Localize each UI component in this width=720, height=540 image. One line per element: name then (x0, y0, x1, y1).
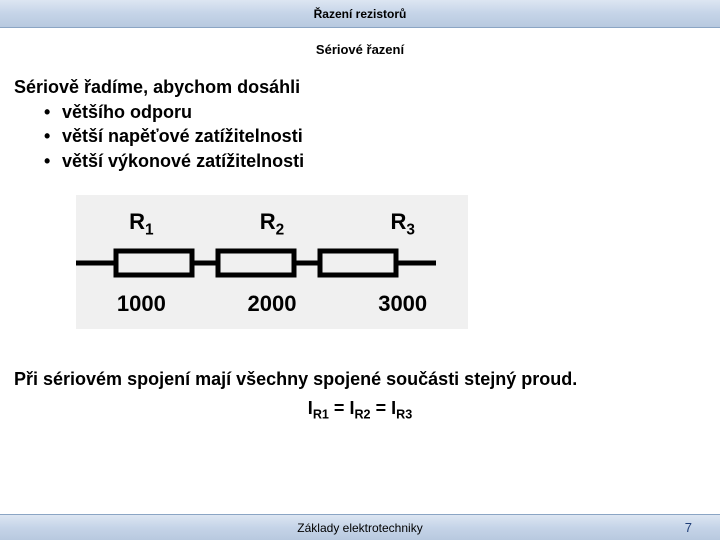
resistor-label: R1 (76, 209, 207, 239)
bullet-item: větší napěťové zatížitelnosti (62, 124, 706, 148)
resistor-label: R2 (207, 209, 338, 239)
resistor-value: 2000 (207, 291, 338, 317)
intro-line: Sériově řadíme, abychom dosáhli (14, 75, 706, 100)
subtitle: Sériové řazení (0, 42, 720, 57)
header-bar: Řazení rezistorů (0, 0, 720, 28)
content-area: Sériově řadíme, abychom dosáhli většího … (0, 57, 720, 421)
explanation-text: Při sériovém spojení mají všechny spojen… (14, 367, 706, 391)
circuit-svg (76, 245, 468, 281)
resistor-values-row: 1000 2000 3000 (76, 291, 468, 317)
header-title: Řazení rezistorů (314, 7, 407, 21)
footer-title: Základy elektrotechniky (297, 521, 422, 535)
equation-term: IR2 (349, 398, 370, 418)
circuit-diagram: R1 R2 R3 1000 2000 3000 (76, 195, 468, 329)
equation-term: IR3 (391, 398, 412, 418)
bullet-item: větší výkonové zatížitelnosti (62, 149, 706, 173)
bullet-list: většího odporu větší napěťové zatížiteln… (14, 100, 706, 173)
resistor-value: 3000 (337, 291, 468, 317)
resistor-labels-row: R1 R2 R3 (76, 209, 468, 239)
current-equation: IR1 = IR2 = IR3 (14, 398, 706, 422)
equation-term: IR1 (308, 398, 329, 418)
footer-bar: Základy elektrotechniky (0, 514, 720, 540)
bullet-item: většího odporu (62, 100, 706, 124)
resistor-value: 1000 (76, 291, 207, 317)
page-number: 7 (685, 520, 692, 535)
resistor-label: R3 (337, 209, 468, 239)
